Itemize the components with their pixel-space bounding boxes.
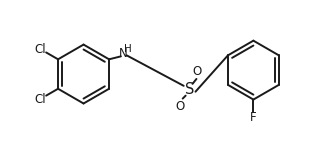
Text: O: O bbox=[193, 65, 202, 78]
Text: F: F bbox=[250, 111, 257, 124]
Text: O: O bbox=[175, 100, 184, 113]
Text: Cl: Cl bbox=[34, 93, 46, 106]
Text: Cl: Cl bbox=[34, 43, 46, 55]
Text: S: S bbox=[185, 82, 194, 97]
Text: N: N bbox=[119, 47, 127, 60]
Text: H: H bbox=[124, 43, 132, 54]
